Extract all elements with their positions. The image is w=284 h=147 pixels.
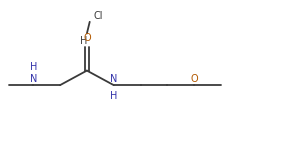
Text: O: O — [83, 33, 91, 43]
Text: O: O — [191, 74, 198, 84]
Text: H: H — [80, 36, 88, 46]
Text: H: H — [110, 91, 117, 101]
Text: N: N — [30, 74, 37, 84]
Text: Cl: Cl — [94, 11, 103, 21]
Text: N: N — [110, 74, 117, 84]
Text: H: H — [30, 62, 37, 72]
